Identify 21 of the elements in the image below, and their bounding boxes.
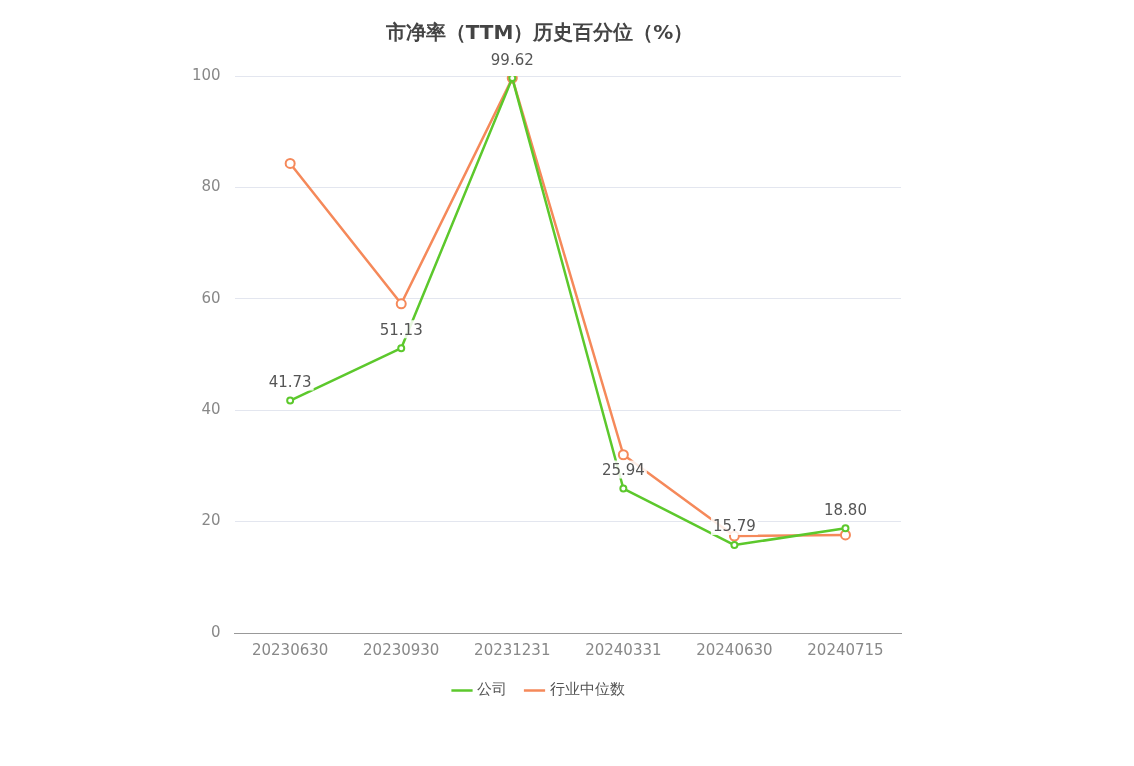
data-label: 18.80 bbox=[823, 500, 867, 519]
data-label: 51.13 bbox=[379, 320, 423, 339]
y-tick-label: 60 bbox=[201, 288, 221, 307]
legend-label: 公司 bbox=[477, 680, 507, 699]
data-label: 99.62 bbox=[490, 50, 534, 69]
y-tick-label: 100 bbox=[191, 65, 221, 84]
x-tick-label: 20240630 bbox=[696, 640, 773, 659]
data-label: 15.79 bbox=[712, 517, 756, 536]
y-tick-label: 0 bbox=[211, 622, 221, 641]
x-tick-label: 20230930 bbox=[363, 640, 440, 659]
y-tick-label: 40 bbox=[201, 400, 221, 419]
data-label: 25.94 bbox=[601, 460, 645, 479]
y-tick-label: 80 bbox=[201, 177, 221, 196]
legend-label: 行业中位数 bbox=[549, 680, 625, 699]
data-label: 41.73 bbox=[268, 372, 312, 391]
x-tick-label: 20240331 bbox=[585, 640, 662, 659]
x-tick-label: 20240715 bbox=[807, 640, 884, 659]
x-tick-label: 20230630 bbox=[251, 640, 329, 659]
y-tick-label: 20 bbox=[201, 511, 221, 530]
x-tick-label: 20231231 bbox=[474, 640, 551, 659]
chart-title: 市净率（TTM）历史百分位（%） bbox=[384, 20, 694, 45]
